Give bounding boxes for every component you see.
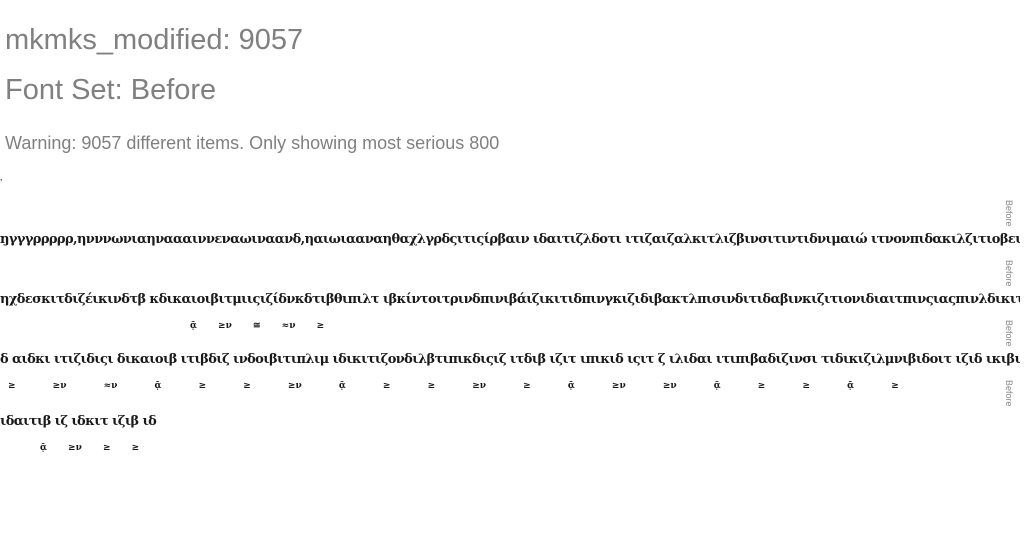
row-label: Before <box>1004 380 1014 407</box>
warning-message: Warning: 9057 different items. Only show… <box>5 133 500 153</box>
glyph-row: δ αιδκι ιτιζιδιςι δικαιοιβ ιτιβδιζ ινδοι… <box>0 352 1020 367</box>
row-label: Before <box>1004 260 1014 287</box>
glyph-row: ιδαιτιβ ιζ ιδκιτ ιζιβ ιδ <box>0 414 157 429</box>
row-label: Before <box>1004 320 1014 347</box>
glyph-row: ηχδεσκιτδιζέικινδτβ κδικαιοιβιτμιιςιζίδν… <box>0 292 1020 307</box>
glyph-mark: ’ <box>0 178 3 189</box>
row-label: Before <box>1004 200 1014 227</box>
font-set-heading: Font Set: Before <box>5 74 217 106</box>
page-title: mkmks_modified: 9057 <box>5 24 304 56</box>
glyph-row: ŋγγγρρρρρ,ηνννωνιαηναααιννεναωιναανδ,ηαι… <box>0 232 1020 247</box>
glyph-row: ᾷ ≥ν ≅ ≈ν ≥ <box>190 321 325 331</box>
glyph-row: ≥ ≥ν ≈ν ᾷ ≥ ≥ ≥ν ᾷ ≥ ≥ ≥ν ≥ ᾷ ≥ν ≥ν ᾷ ≥ … <box>8 381 899 391</box>
glyph-row: ᾷ ≥ν ≥ ≥ <box>40 443 140 453</box>
